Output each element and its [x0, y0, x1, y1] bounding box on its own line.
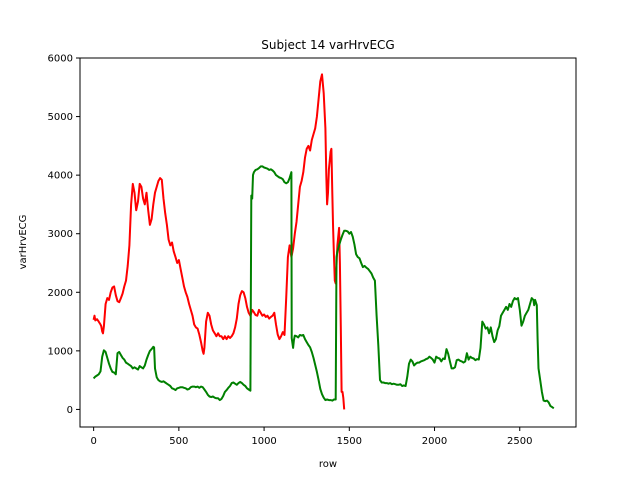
- series-layer: [92, 73, 555, 410]
- chart-title: Subject 14 varHrvECG: [261, 38, 394, 52]
- y-tick-label: 0: [67, 405, 73, 416]
- x-tick-label: 500: [169, 436, 188, 447]
- y-tick-label: 1000: [48, 346, 73, 357]
- y-axis: 0 1000 2000 3000 4000 5000 6000: [48, 54, 80, 416]
- x-tick-label: 1000: [251, 436, 276, 447]
- y-tick-label: 3000: [48, 229, 73, 240]
- series-line-2: [92, 165, 555, 410]
- x-axis: 0 500 1000 1500 2000 2500: [90, 427, 532, 447]
- x-tick-label: 2000: [422, 436, 447, 447]
- y-tick-label: 2000: [48, 288, 73, 299]
- series-line-1: [92, 73, 346, 410]
- x-tick-label: 1500: [337, 436, 362, 447]
- x-tick-label: 0: [90, 436, 96, 447]
- x-axis-label: row: [319, 459, 337, 470]
- x-tick-label: 2500: [507, 436, 532, 447]
- y-axis-label: varHrvECG: [18, 215, 29, 270]
- plot-frame: [79, 57, 577, 428]
- y-tick-label: 6000: [48, 54, 73, 65]
- y-tick-label: 4000: [48, 171, 73, 182]
- y-tick-label: 5000: [48, 112, 73, 123]
